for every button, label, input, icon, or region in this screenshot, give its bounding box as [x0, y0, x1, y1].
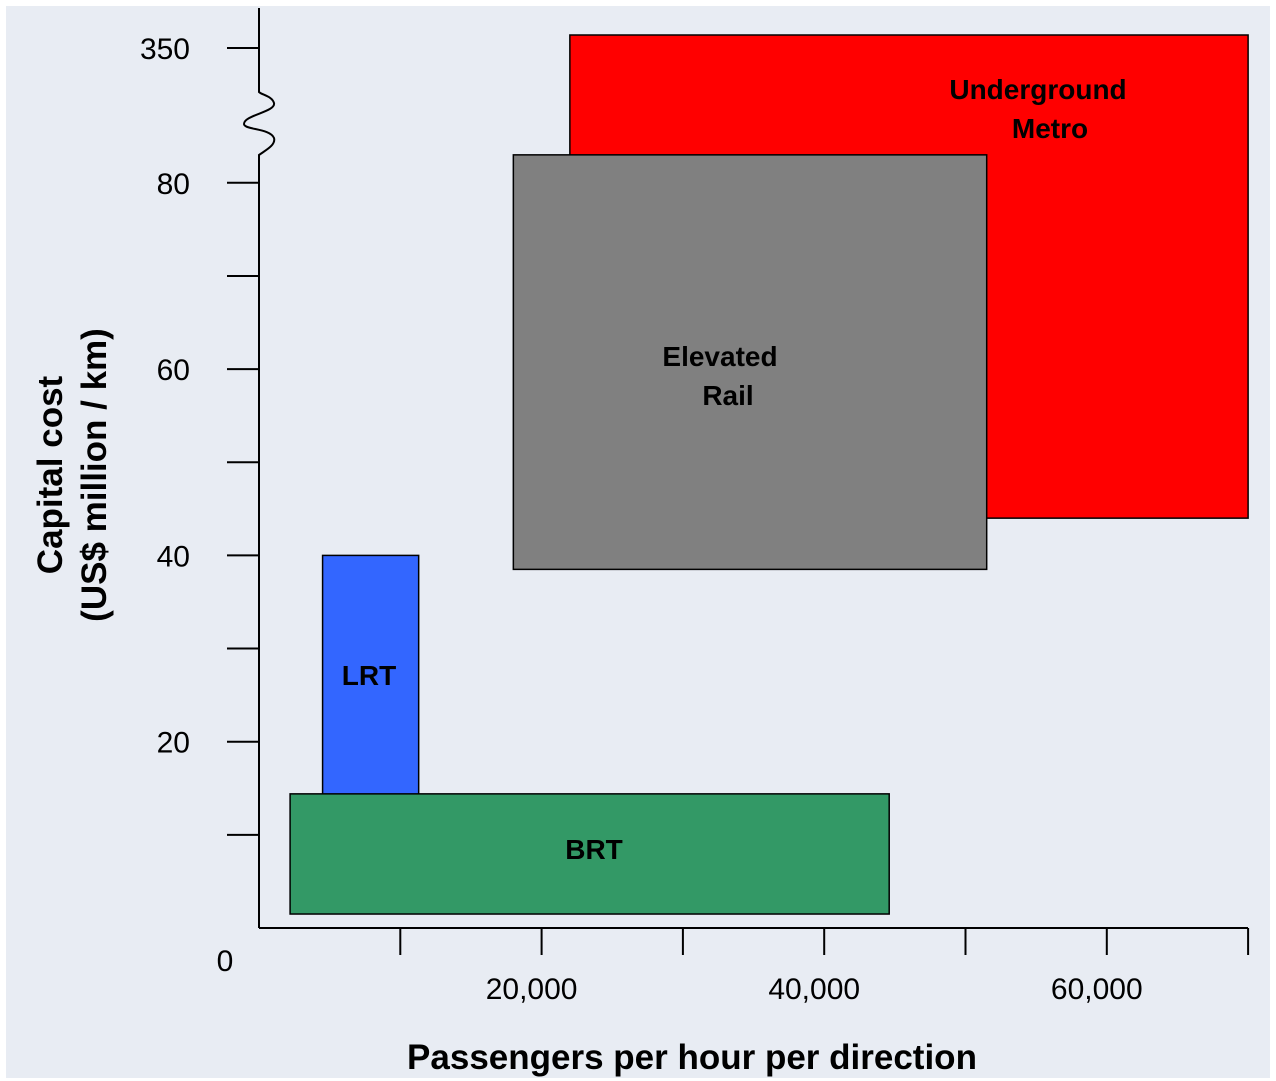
box-label-underground-metro: Underground Metro	[949, 74, 1126, 144]
box-label-line: LRT	[342, 660, 396, 691]
labels-layer: Underground Metro Elevated Rail LRT BRT 20 40 60…	[31, 33, 1143, 1077]
box-label-line: Underground	[949, 74, 1126, 105]
box-label-line: Metro	[1012, 113, 1088, 144]
y-axis-title-line2: (US$ million / km)	[75, 328, 114, 622]
box-label-brt: BRT	[565, 834, 623, 865]
box-lrt	[321, 554, 420, 808]
boxes-layer	[289, 34, 1249, 915]
box-elevated-rail	[512, 154, 988, 571]
x-axis-title: Passengers per hour per direction	[407, 1038, 977, 1077]
y-axis	[242, 8, 276, 928]
box-brt	[289, 793, 890, 915]
y-tick-label-break-top: 350	[140, 33, 190, 66]
y-axis-title-line1: Capital cost	[31, 375, 70, 574]
origin-label: 0	[217, 945, 234, 978]
box-label-elevated-rail: Elevated Rail	[662, 341, 777, 411]
y-tick-label: 80	[157, 168, 190, 201]
box-label-line: BRT	[565, 834, 623, 865]
x-tick-label: 20,000	[486, 973, 578, 1006]
y-axis-title: Capital cost (US$ million / km)	[31, 328, 114, 622]
y-tick-label: 40	[157, 540, 190, 573]
box-label-line: Elevated	[662, 341, 777, 372]
x-tick-label: 60,000	[1051, 973, 1143, 1006]
box-label-lrt: LRT	[342, 660, 396, 691]
box-label-line: Rail	[702, 380, 753, 411]
axes-layer	[227, 8, 1250, 955]
y-tick-label: 20	[157, 727, 190, 760]
y-tick-label: 60	[157, 354, 190, 387]
x-tick-label: 40,000	[768, 973, 860, 1006]
